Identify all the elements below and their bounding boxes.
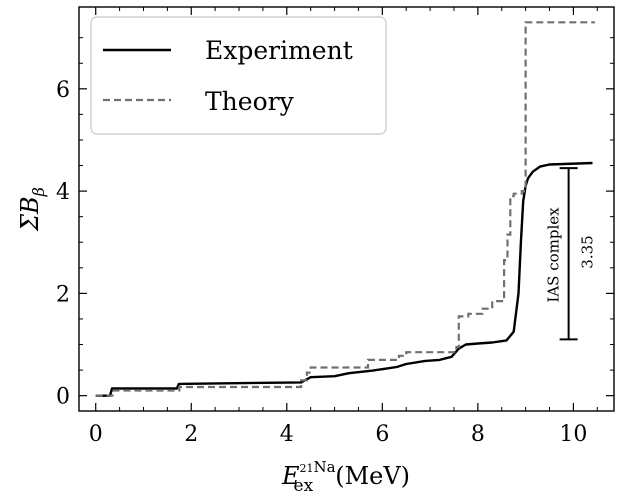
x-axis-symbol: E (281, 462, 300, 490)
x-axis-label: E21Na ex (MeV) (281, 458, 410, 494)
legend-label-experiment: Experiment (205, 36, 353, 65)
series-group (95, 21, 595, 397)
x-tick-label: 8 (471, 422, 485, 447)
x-tick-label: 6 (375, 422, 389, 447)
x-axis-superscript-mass: 21 (299, 462, 313, 475)
legend: Experiment Theory (90, 16, 387, 135)
annotation-group: IAS complex 3.35 (545, 167, 597, 341)
ias-value-label: 3.35 (579, 235, 597, 268)
x-tick-label: 2 (184, 422, 198, 447)
y-tick-label: 4 (56, 180, 70, 205)
x-axis-subscript: ex (294, 476, 314, 494)
y-axis-subscript: β (29, 187, 48, 197)
y-tick-label: 0 (56, 385, 70, 410)
x-tick-label: 4 (280, 422, 294, 447)
legend-label-theory: Theory (205, 87, 295, 116)
series-line-experiment (95, 161, 593, 397)
y-axis-symbol: ΣB (16, 196, 44, 232)
y-axis-label: ΣBβ (16, 187, 48, 232)
y-tick-label: 6 (56, 78, 70, 103)
series-line-theory (95, 21, 595, 397)
legend-box (90, 16, 387, 135)
x-axis-unit: (MeV) (335, 462, 410, 490)
x-tick-label: 10 (559, 422, 587, 447)
x-axis-superscript-element: Na (313, 458, 335, 476)
x-tick-label: 0 (89, 422, 103, 447)
ias-complex-label: IAS complex (545, 207, 563, 303)
axis-ticks: 0 2 4 6 8 10 0 2 4 6 (56, 7, 614, 447)
y-tick-label: 2 (56, 282, 70, 307)
plot-area (78, 6, 615, 412)
